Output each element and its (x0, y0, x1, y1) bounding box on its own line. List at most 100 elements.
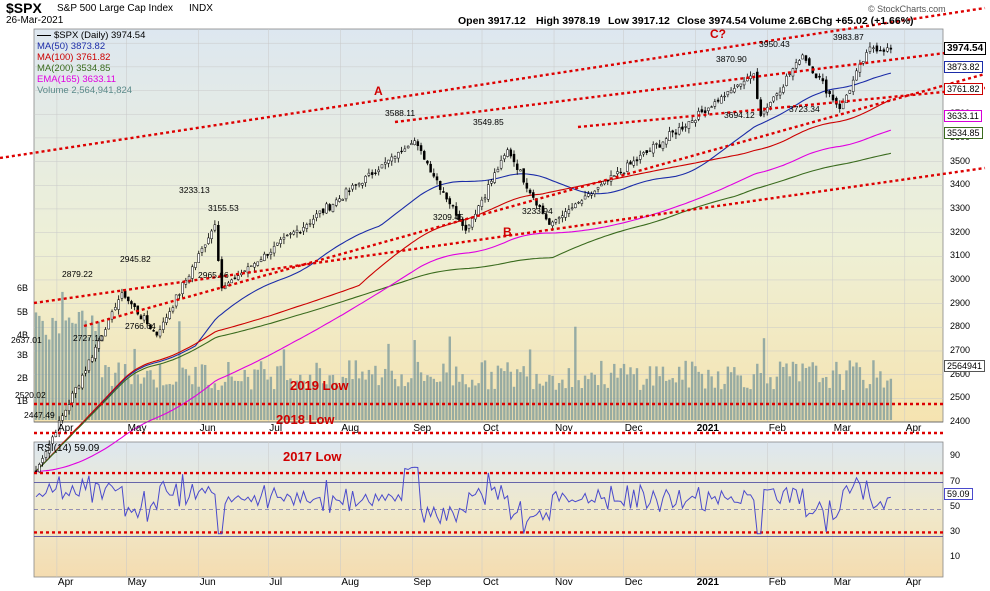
volume-bar (845, 370, 848, 420)
price-label: 2727.10 (73, 333, 104, 343)
rsi-value-tag: 59.09 (944, 488, 973, 500)
volume-bar (230, 376, 233, 420)
price-candle-body (321, 208, 325, 214)
volume-bar (123, 364, 127, 420)
price-candle-body (432, 173, 436, 177)
price-candle-body (658, 144, 661, 148)
volume-axis-label: 3B (17, 350, 29, 360)
volume-bar (506, 362, 509, 420)
chart-date: 26-Mar-2021 (6, 15, 64, 26)
volume-bar (782, 366, 785, 420)
month-label: 2021 (696, 577, 719, 588)
volume-bar (723, 383, 726, 420)
price-candle-body (435, 176, 439, 181)
volume-bar (315, 362, 318, 420)
volume-bar (658, 376, 661, 420)
volume-bar (377, 385, 380, 420)
price-candle-body (707, 107, 710, 111)
volume-bar (253, 369, 256, 420)
price-candle-body (406, 145, 410, 149)
month-label: Apr (57, 423, 74, 434)
price-tick: 2700 (950, 344, 971, 355)
price-candle-body (61, 415, 64, 421)
price-candle-body (67, 404, 71, 412)
price-candle-body (574, 203, 577, 208)
month-label: Mar (833, 423, 852, 434)
price-label: 3209.45 (433, 212, 464, 222)
volume-bar (149, 370, 152, 420)
volume-bar (858, 367, 862, 420)
price-candle-body (203, 244, 207, 248)
price-candle-body (364, 175, 367, 183)
price-label: 3588.11 (385, 108, 416, 118)
price-candle-body (645, 150, 648, 153)
volume-bar (67, 317, 71, 420)
price-candle-body (38, 464, 41, 473)
volume-bar (762, 338, 766, 420)
legend-ma50: MA(50) 3873.82 (37, 41, 106, 52)
volume-bar (410, 378, 413, 420)
volume-bar (233, 380, 237, 420)
price-candle-body (762, 110, 766, 115)
month-label: Aug (341, 423, 360, 434)
price-candle-body (269, 251, 273, 255)
volume-bar (661, 366, 665, 420)
volume-bar (451, 385, 455, 420)
rsi-line (35, 466, 892, 535)
price-candle-body (139, 315, 143, 320)
rsi-tick: 30 (950, 526, 961, 536)
price-candle-body (798, 60, 801, 65)
price-candle-body (77, 385, 81, 389)
price-candle-body (694, 120, 697, 123)
price-label: 3870.90 (716, 54, 747, 64)
price-candle-body (256, 261, 260, 266)
volume-bar (681, 379, 684, 420)
volume-bar (384, 368, 387, 420)
price-tick: 2900 (950, 297, 971, 308)
volume-bar (162, 385, 165, 420)
price-label: 2637.01 (11, 335, 42, 345)
price-candle-body (632, 160, 635, 166)
volume-bar (733, 367, 736, 420)
price-candle-body (152, 330, 155, 332)
volume-bar (690, 361, 694, 420)
price-candle-body (778, 91, 782, 96)
month-label: May (127, 577, 147, 588)
price-candle-body (383, 162, 387, 165)
month-label: Apr (57, 577, 74, 588)
volume-bar (882, 387, 886, 420)
price-candle-body (655, 143, 658, 145)
volume-bar (448, 336, 451, 420)
upper-channel-line (0, 6, 986, 160)
volume-bar (458, 381, 461, 420)
volume-bar (361, 371, 364, 420)
price-candle-body (87, 359, 91, 371)
price-candle-body (821, 78, 825, 82)
price-candle-body (525, 182, 529, 189)
volume-bar (174, 381, 178, 420)
volume-bar (590, 372, 593, 420)
volume-bar (223, 381, 227, 420)
volume-bar (570, 387, 574, 420)
volume-bar (868, 384, 872, 420)
price-tick: 3100 (950, 250, 971, 261)
volume-axis-label: 6B (17, 283, 29, 293)
volume-bar (499, 368, 503, 420)
volume-bar (48, 339, 51, 420)
volume-bar (370, 374, 374, 420)
volume-bar (279, 365, 282, 420)
volume-tag: 2564941 (944, 360, 986, 372)
volume-bar (158, 363, 162, 420)
price-candle-body (451, 205, 455, 207)
price-candle-body (879, 49, 882, 52)
month-label: Nov (555, 423, 573, 434)
price-candle-body (413, 140, 416, 145)
price-candle-body (259, 259, 263, 262)
price-candle-body (671, 130, 674, 133)
price-candle-body (690, 120, 694, 123)
volume-bar (187, 375, 191, 420)
volume-bar (480, 362, 484, 420)
price-candle-body (354, 184, 358, 186)
price-tick: 2400 (950, 416, 971, 426)
month-label: Jun (199, 577, 216, 588)
